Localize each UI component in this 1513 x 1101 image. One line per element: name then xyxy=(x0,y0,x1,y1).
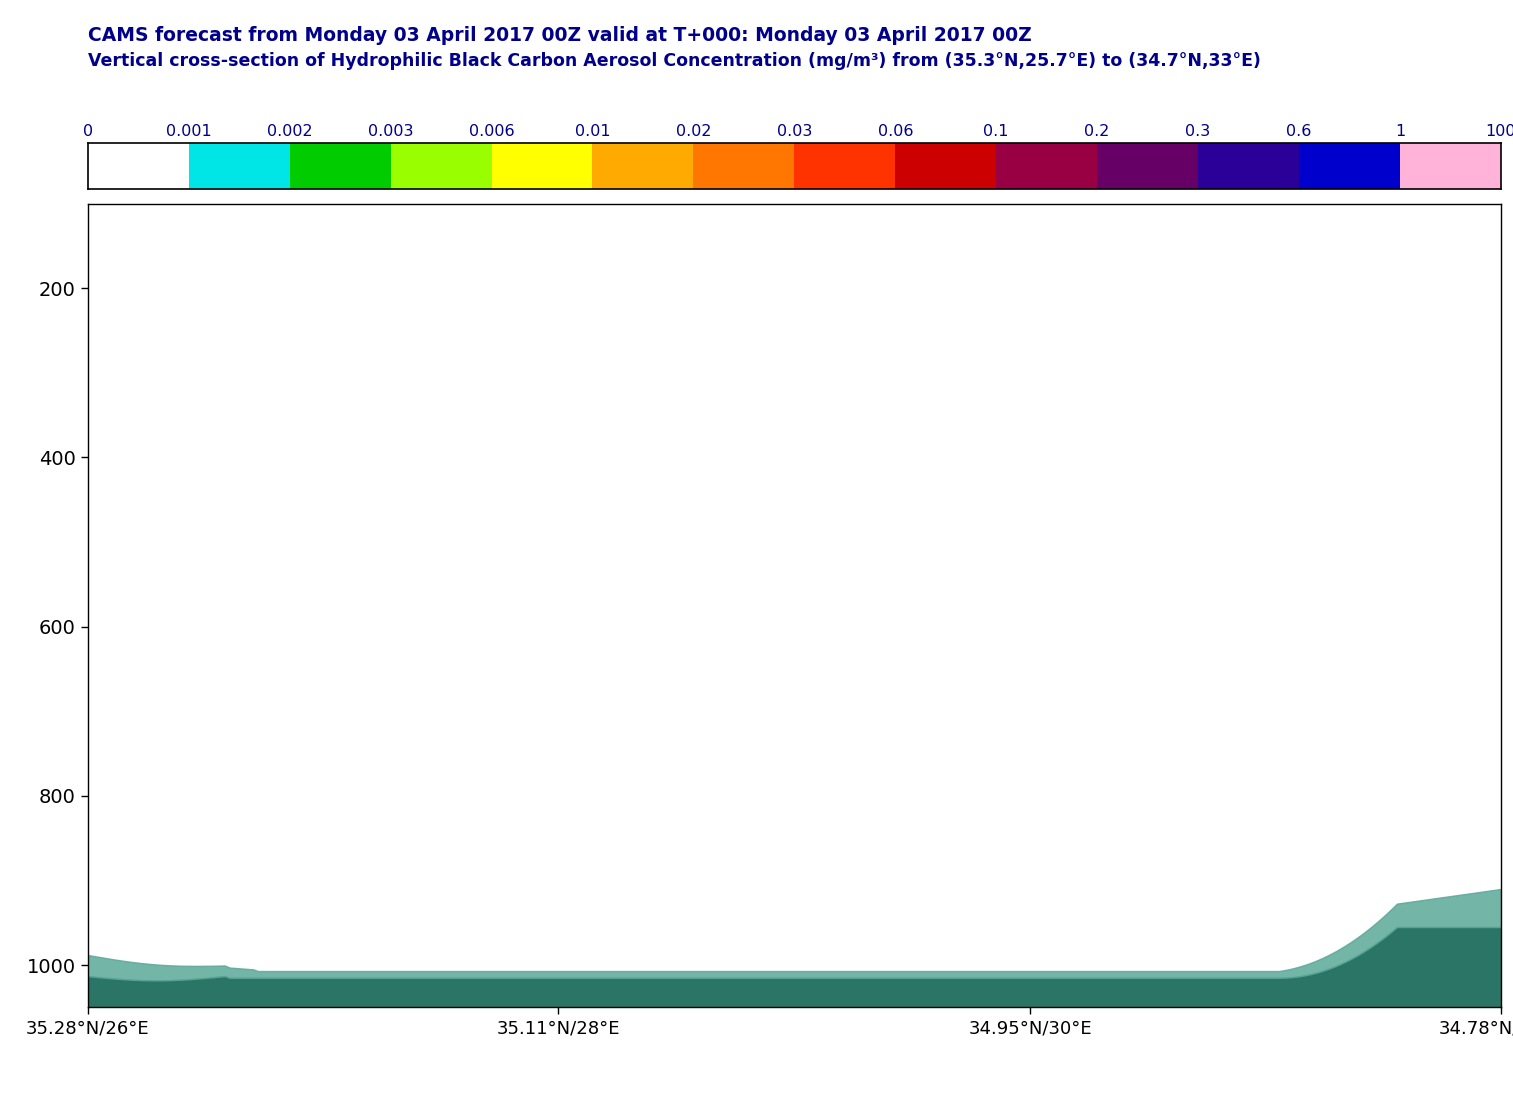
Text: 100: 100 xyxy=(1486,123,1513,139)
Text: 0.2: 0.2 xyxy=(1085,123,1111,139)
Text: 1: 1 xyxy=(1395,123,1406,139)
Bar xyxy=(1300,143,1400,189)
Bar xyxy=(693,143,794,189)
Bar xyxy=(492,143,593,189)
Bar xyxy=(593,143,693,189)
Bar xyxy=(88,143,189,189)
Text: 0.03: 0.03 xyxy=(776,123,812,139)
Bar xyxy=(996,143,1097,189)
Text: 0: 0 xyxy=(83,123,92,139)
Text: 0.002: 0.002 xyxy=(266,123,313,139)
Text: 0.6: 0.6 xyxy=(1286,123,1312,139)
Text: 0.02: 0.02 xyxy=(676,123,711,139)
Bar xyxy=(1097,143,1198,189)
Text: 0.003: 0.003 xyxy=(368,123,413,139)
Text: 0.3: 0.3 xyxy=(1186,123,1210,139)
Bar xyxy=(390,143,492,189)
Bar xyxy=(1198,143,1300,189)
Bar xyxy=(289,143,390,189)
Bar xyxy=(896,143,996,189)
Bar xyxy=(794,143,896,189)
Text: 0.1: 0.1 xyxy=(983,123,1009,139)
Text: CAMS forecast from Monday 03 April 2017 00Z valid at T+000: Monday 03 April 2017: CAMS forecast from Monday 03 April 2017 … xyxy=(88,26,1032,45)
Text: 0.01: 0.01 xyxy=(575,123,610,139)
Text: Vertical cross-section of Hydrophilic Black Carbon Aerosol Concentration (mg/m³): Vertical cross-section of Hydrophilic Bl… xyxy=(88,52,1260,69)
Text: 0.001: 0.001 xyxy=(166,123,212,139)
Text: 0.06: 0.06 xyxy=(878,123,912,139)
Text: 0.006: 0.006 xyxy=(469,123,514,139)
Bar xyxy=(1400,143,1501,189)
Bar xyxy=(189,143,289,189)
